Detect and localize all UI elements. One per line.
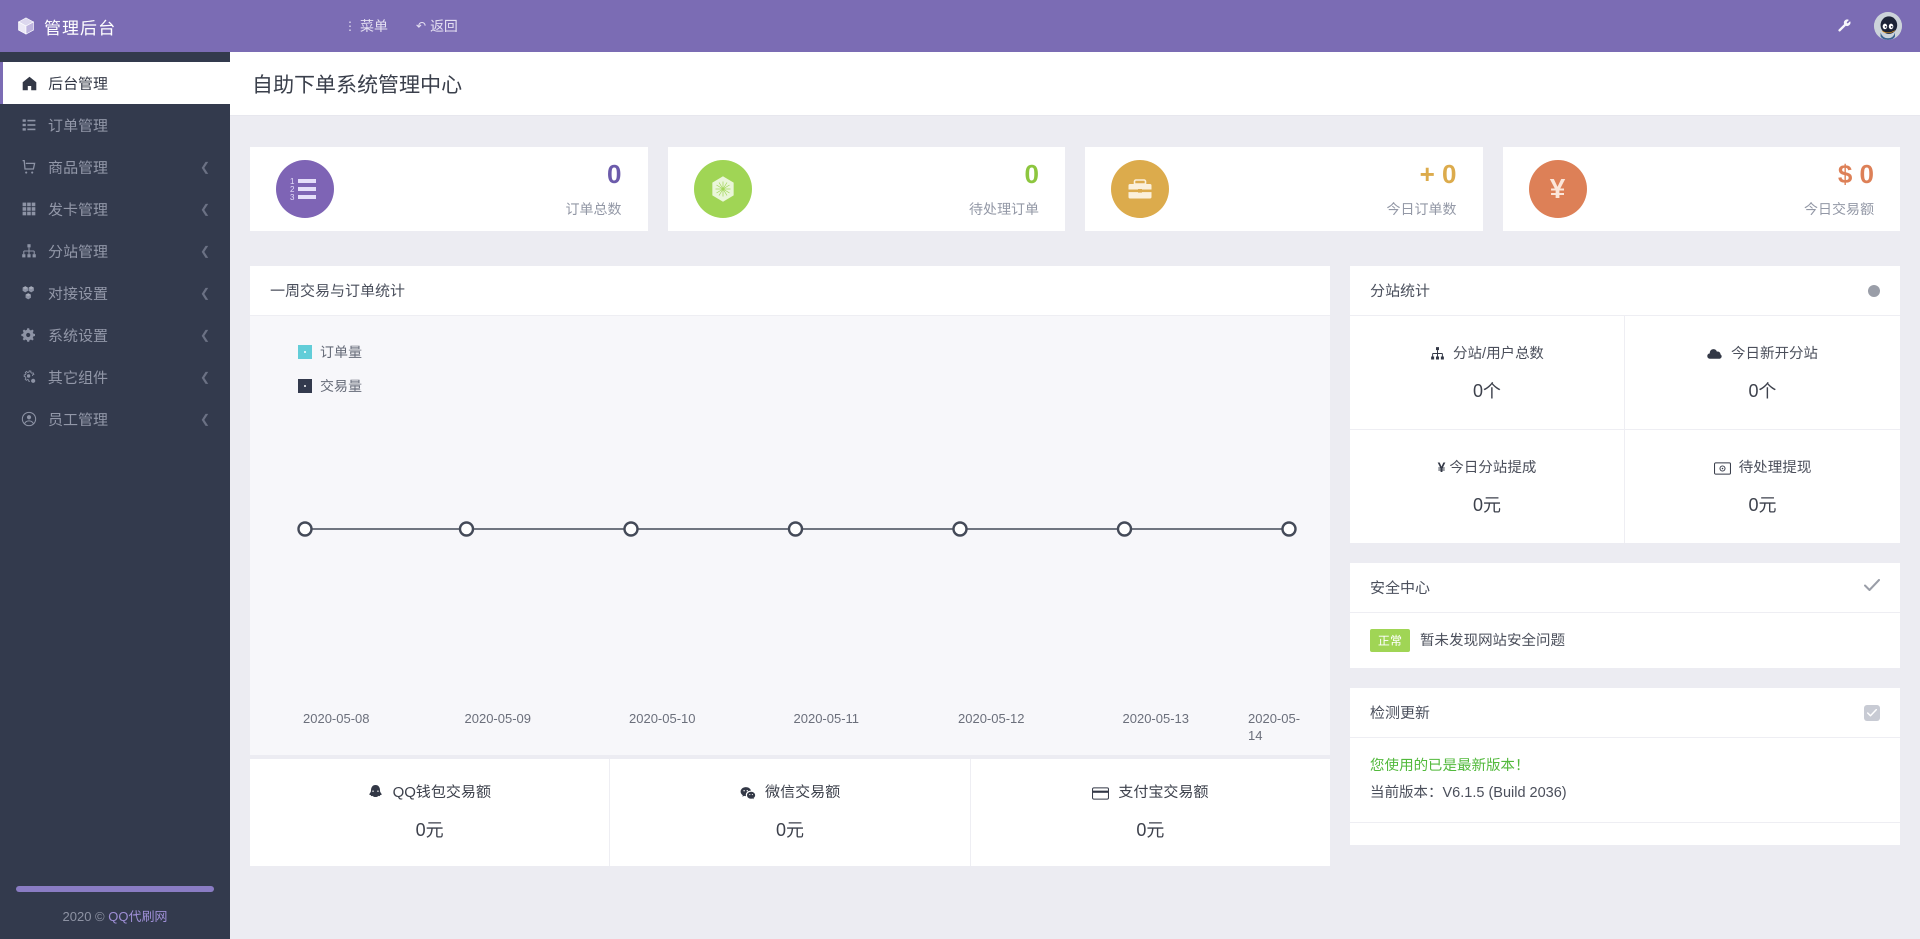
svg-text:3: 3 <box>290 193 295 202</box>
